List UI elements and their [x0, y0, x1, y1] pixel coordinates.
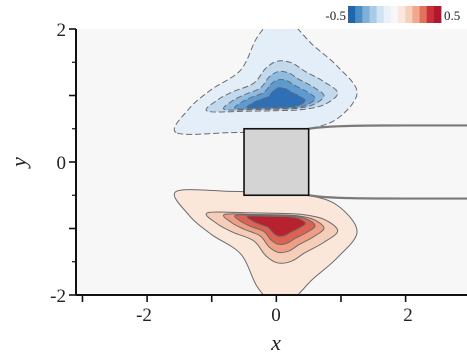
- x-tick-label-right: 2: [403, 305, 413, 326]
- wake-outline: [308, 124, 467, 200]
- colorbar-swatch: [433, 6, 442, 23]
- colorbar-swatch: [398, 6, 406, 23]
- colorbar-swatch: [390, 6, 399, 23]
- colorbar-max-label: 0.5: [444, 8, 460, 23]
- square-body: [243, 127, 310, 197]
- colorbar-swatch: [362, 6, 370, 23]
- colorbar-swatch: [412, 6, 420, 23]
- colorbar-swatch: [383, 6, 392, 23]
- y-tick-label-mid: 0: [57, 153, 67, 174]
- x-tick-label-mid: 0: [271, 305, 281, 326]
- colorbar-swatch: [426, 6, 435, 23]
- colorbar-swatch: [369, 6, 378, 23]
- axis-ticks: [69, 28, 407, 302]
- positive-contour-level-5: [246, 215, 306, 237]
- colorbar-swatch: [419, 6, 428, 23]
- negative-contour-level-5: [246, 87, 306, 109]
- y-axis-label: y: [6, 157, 31, 169]
- contour-layer: [173, 29, 358, 295]
- x-tick-label-left: -2: [136, 305, 152, 326]
- colorbar-min-label: -0.5: [325, 8, 346, 23]
- colorbar-swatch: [348, 6, 356, 23]
- colorbar-swatch: [376, 6, 385, 23]
- colorbar-swatch: [405, 6, 413, 23]
- colorbar-swatch: [355, 6, 363, 23]
- x-axis-label: x: [270, 330, 281, 355]
- y-tick-label-bottom: -2: [50, 286, 66, 307]
- colorbar: [348, 6, 442, 23]
- y-tick-label-top: 2: [57, 20, 67, 41]
